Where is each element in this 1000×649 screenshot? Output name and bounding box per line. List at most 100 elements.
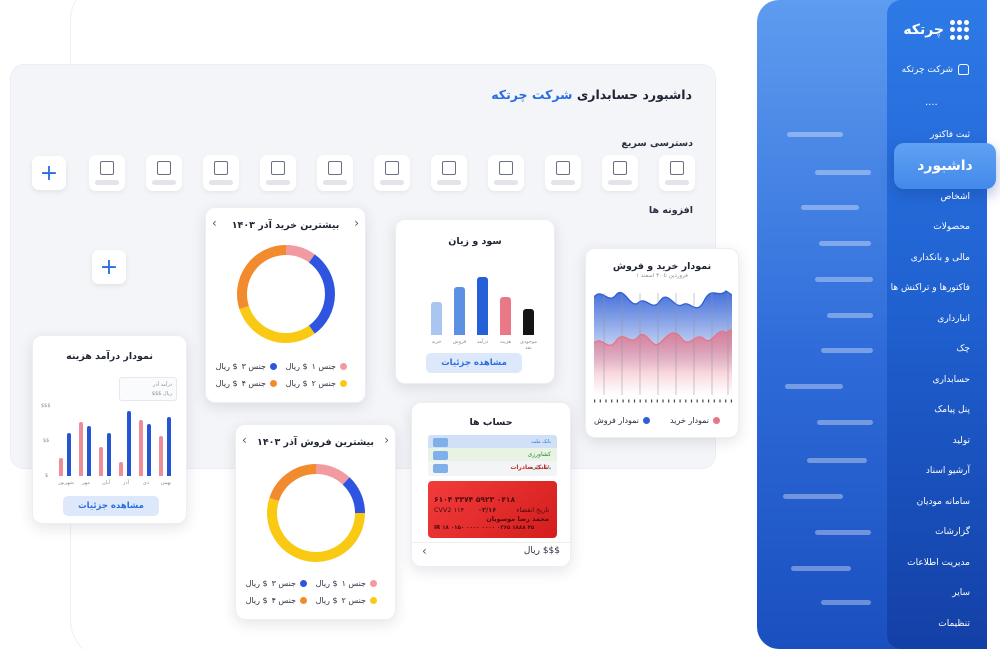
legend-sales-dot — [643, 417, 650, 424]
income-expense-card: نمودار درآمد هزینه درآمد آذر $$$ ریال $$… — [32, 335, 187, 524]
profit-loss-bar — [523, 309, 534, 335]
quick-access-tile[interactable] — [545, 155, 581, 191]
selected-bank-card[interactable]: ۶۱۰۴ ۳۳۷۴ ۵۹۲۳ ۰۴۱۸ تاریخ انقضاء ۰۲/۱۶ C… — [428, 481, 557, 538]
sidebar-item-dashboard[interactable]: داشبورد — [894, 143, 996, 189]
sales-purchase-area-chart — [594, 290, 732, 403]
legend-label: جنس ۴ — [271, 596, 296, 605]
bank-card-keshavarzi[interactable]: کشاورزی — [428, 448, 557, 463]
bank-card-saderat[interactable]: بانک صادرات — [508, 461, 548, 476]
sidebar-item-reports[interactable]: گزارشات — [935, 527, 970, 537]
sidebar-item-accounting[interactable]: حسابداری — [932, 375, 970, 385]
card-iban: IR ۱۸ ۰۱۵۰ ۰۰۰۰ ۰۰۰۰ ۰۳۶۵ ۱۸۸۸ ۴۵ — [434, 525, 535, 531]
sidebar-item-data[interactable]: مدیریت اطلاعات — [907, 558, 970, 568]
sidebar-item-finance[interactable]: مالی و بانکداری — [910, 253, 970, 263]
legend-value: $ ریال — [285, 362, 308, 371]
legend-label: جنس ۴ — [241, 379, 266, 388]
purchase-legend-item-4: جنس ۴ $ ریال — [216, 379, 277, 388]
quick-access-tile[interactable] — [260, 155, 296, 191]
quick-access-tile[interactable] — [488, 155, 524, 191]
add-quick-access-button[interactable]: + — [32, 156, 66, 190]
sidebar-item-invoices[interactable]: فاکتورها و تراکنش ها — [890, 283, 970, 293]
quick-access-tile[interactable] — [374, 155, 410, 191]
donut-slice — [239, 305, 315, 343]
sales-legend-item-1: جنس ۱ $ ریال — [316, 579, 377, 588]
quick-access-tile[interactable] — [317, 155, 353, 191]
quick-access-tile[interactable] — [602, 155, 638, 191]
more-dots[interactable]: .... — [925, 97, 938, 108]
sales-purchase-title: نمودار خرید و فروش — [612, 261, 712, 272]
sales-legend-item-4: جنس ۴ $ ریال — [246, 596, 307, 605]
y-label: $ — [45, 473, 49, 479]
chevron-left-icon[interactable]: ‹ — [212, 216, 217, 230]
legend-purchase-label: نمودار خرید — [670, 416, 709, 425]
income-expense-title: نمودار درآمد هزینه — [66, 351, 153, 362]
sidebar-item-other[interactable]: سایر — [952, 588, 970, 598]
chevron-right-icon[interactable]: › — [384, 433, 389, 447]
quick-access-tile[interactable] — [89, 155, 125, 191]
quick-access-tile[interactable] — [146, 155, 182, 191]
chevron-left-icon[interactable]: ‹ — [242, 433, 247, 447]
income-expense-details-button[interactable]: مشاهده جزئیات — [63, 496, 159, 516]
top-purchase-title: بیشترین خرید آذر ۱۴۰۳ — [231, 220, 340, 231]
bank-card-mellat[interactable]: بانک ملت — [428, 435, 557, 450]
quick-access-tile[interactable] — [431, 155, 467, 191]
top-purchase-donut — [237, 245, 335, 343]
income-tooltip: درآمد آذر $$$ ریال — [119, 377, 177, 401]
brand-name: چرتکه — [903, 22, 944, 38]
sales-purchase-card: نمودار خرید و فروش ۱ فروردین تا ۳۰ اسفند… — [585, 248, 739, 438]
sidebar-item-cheque[interactable]: چک — [956, 344, 970, 354]
home-icon — [958, 64, 969, 75]
income-expense-bar — [107, 432, 111, 476]
profit-loss-bar — [500, 297, 511, 335]
y-label: $$$ — [41, 403, 51, 409]
income-expense-bar — [159, 436, 163, 476]
sidebar-ghost — [815, 170, 871, 175]
income-expense-bar — [139, 419, 143, 476]
chart-gridlines — [603, 293, 729, 395]
legend-label: جنس ۲ — [341, 596, 366, 605]
sidebar-item-new-invoice[interactable]: ثبت فاکتور — [930, 130, 970, 140]
quick-access-tile[interactable] — [203, 155, 239, 191]
legend-value: $ ریال — [315, 596, 338, 605]
x-tick-label: موجودی نقد — [519, 339, 538, 351]
sidebar-item-sms[interactable]: پنل پیامک — [934, 405, 970, 415]
logo-icon — [950, 20, 970, 40]
profit-loss-bar — [431, 302, 442, 335]
profit-loss-bar — [454, 287, 465, 335]
bank-logo: بانک ملی — [532, 465, 551, 471]
sidebar-item-tax[interactable]: سامانه مودیان — [916, 497, 970, 507]
plus-icon: + — [99, 254, 119, 280]
sidebar-item-production[interactable]: تولید — [952, 436, 970, 446]
profit-loss-details-button[interactable]: مشاهده جزئیات — [426, 353, 522, 373]
card-number: ۶۱۰۴ ۳۳۷۴ ۵۹۲۳ ۰۴۱۸ — [434, 495, 516, 504]
x-tick-label: آذر — [122, 480, 130, 486]
legend-value: $ ریال — [315, 579, 338, 588]
sidebar-item-products[interactable]: محصولات — [933, 222, 970, 232]
quick-access-tile[interactable] — [659, 155, 695, 191]
sidebar-ghost — [827, 313, 873, 318]
donut-slice — [237, 245, 287, 310]
chevron-left-icon[interactable]: ‹ — [422, 544, 427, 558]
sidebar-item-settings[interactable]: تنظیمات — [938, 619, 970, 629]
add-widget-button[interactable]: + — [92, 250, 126, 284]
expiry-label: تاریخ انقضاء — [516, 506, 549, 514]
tooltip-title: درآمد آذر — [153, 382, 172, 388]
y-label: $$ — [43, 438, 50, 444]
page-title: داشبورد حسابداری شرکت چرتکه — [491, 87, 692, 102]
chevron-right-icon[interactable]: › — [354, 216, 359, 230]
legend-label: جنس ۳ — [241, 362, 266, 371]
profit-loss-bar — [477, 277, 488, 335]
legend-label: جنس ۱ — [311, 362, 336, 371]
sidebar-ghost — [821, 348, 873, 353]
sidebar-ghost — [801, 205, 859, 210]
company-name: شرکت چرتکه — [901, 64, 953, 75]
quick-access-label: دسترسی سریع — [621, 138, 693, 149]
top-sales-card: ‹ › بیشترین فروش آذر ۱۴۰۳ جنس ۱ $ ریال ج… — [235, 424, 396, 620]
sidebar-item-persons[interactable]: اشخاص — [940, 192, 970, 202]
sidebar-item-archive[interactable]: آرشیو اسناد — [925, 466, 970, 476]
income-expense-bar — [79, 422, 83, 476]
sidebar-item-warehouse[interactable]: انبارداری — [937, 314, 970, 324]
company-selector[interactable]: شرکت چرتکه — [893, 64, 969, 75]
bank-card-melli[interactable]: بانک ملی — [428, 461, 557, 476]
sales-line — [594, 290, 732, 309]
